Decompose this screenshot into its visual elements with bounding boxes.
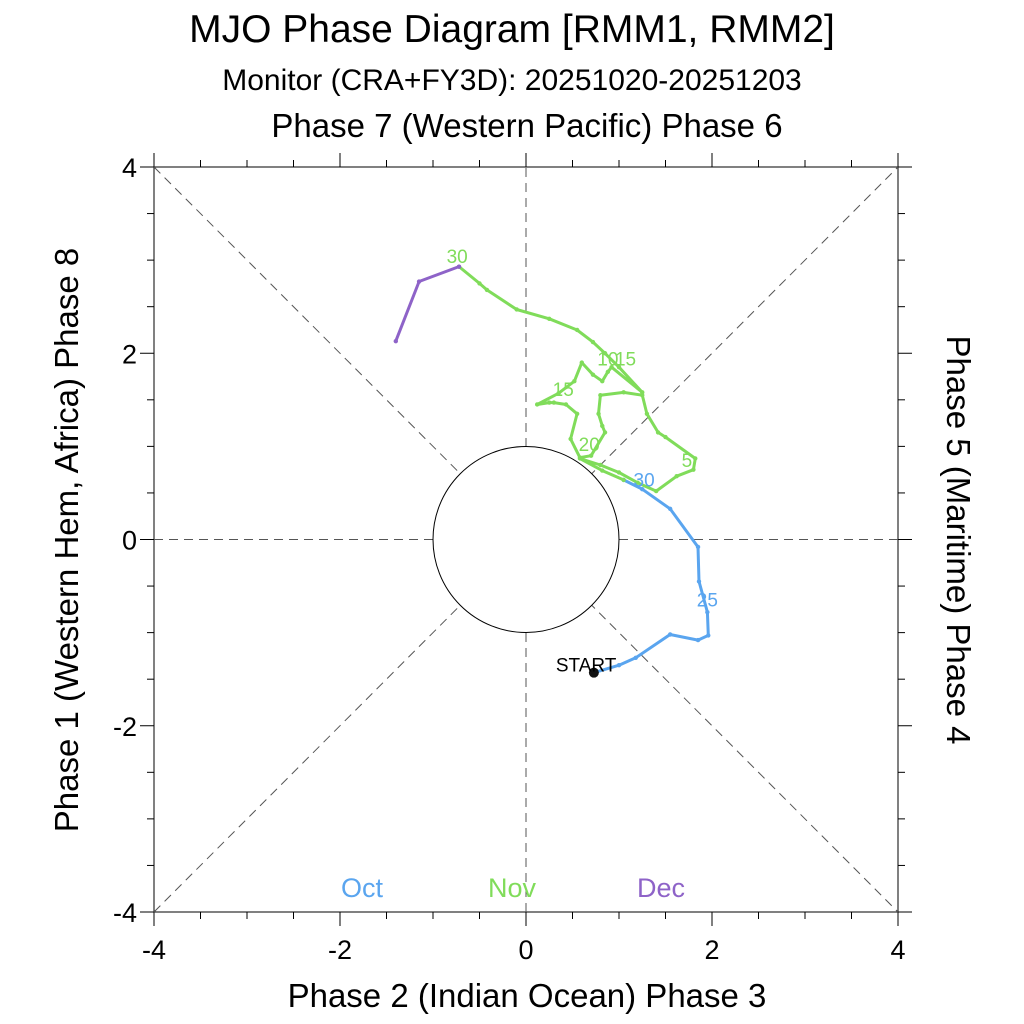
day-label: 25 bbox=[697, 591, 718, 612]
legend-oct: Oct bbox=[341, 873, 384, 903]
right-phase-label: Phase 5 (Maritime) Phase 4 bbox=[940, 335, 977, 744]
data-point bbox=[633, 655, 638, 660]
x-tick-label: 4 bbox=[890, 935, 905, 965]
data-point bbox=[605, 369, 611, 375]
data-point bbox=[393, 338, 398, 344]
y-tick-label: 4 bbox=[122, 153, 137, 183]
data-point bbox=[616, 365, 622, 370]
data-point bbox=[484, 287, 490, 293]
day-label: 10 bbox=[597, 349, 618, 370]
data-point bbox=[590, 339, 596, 345]
data-point bbox=[695, 544, 701, 550]
y-tick-label: 0 bbox=[122, 526, 137, 556]
data-point bbox=[693, 456, 698, 461]
axis-ticks bbox=[140, 153, 912, 926]
chart-title: MJO Phase Diagram [RMM1, RMM2] bbox=[189, 8, 835, 51]
tick-labels: -4 -2 0 2 4 -4 -2 0 2 4 bbox=[113, 153, 906, 965]
top-phase-label: Phase 7 (Western Pacific) Phase 6 bbox=[271, 107, 782, 144]
data-point bbox=[654, 488, 659, 494]
data-point bbox=[621, 390, 626, 395]
series-group bbox=[393, 264, 711, 675]
y-tick-label: -2 bbox=[113, 712, 137, 742]
day-label: 30 bbox=[447, 247, 468, 268]
data-point bbox=[667, 632, 673, 637]
unit-circle bbox=[432, 446, 620, 633]
data-point bbox=[456, 264, 462, 269]
data-point bbox=[577, 455, 583, 460]
data-point bbox=[596, 411, 601, 416]
data-point bbox=[616, 663, 622, 668]
data-point bbox=[563, 402, 569, 407]
start-label: START bbox=[556, 656, 617, 677]
data-point bbox=[547, 316, 552, 321]
legend-dec: Dec bbox=[637, 873, 685, 903]
data-point bbox=[706, 633, 711, 638]
data-point bbox=[588, 453, 594, 458]
data-point bbox=[696, 579, 702, 584]
x-tick-label: 2 bbox=[704, 935, 719, 965]
data-point bbox=[547, 400, 552, 405]
data-point bbox=[600, 468, 605, 473]
data-point bbox=[416, 279, 422, 284]
x-tick-label: -2 bbox=[328, 935, 352, 965]
data-point bbox=[616, 470, 622, 475]
data-point bbox=[514, 307, 519, 312]
data-point bbox=[574, 327, 580, 333]
data-point bbox=[590, 372, 596, 377]
start-marker-group: START bbox=[556, 656, 617, 678]
left-phase-label: Phase 1 (Western Hem, Africa) Phase 8 bbox=[48, 248, 85, 832]
data-point bbox=[579, 360, 584, 365]
data-point bbox=[572, 378, 577, 384]
data-point bbox=[600, 423, 605, 429]
data-point bbox=[477, 281, 482, 286]
data-point bbox=[568, 436, 573, 442]
data-point bbox=[691, 467, 696, 472]
data-point bbox=[640, 390, 645, 395]
data-point bbox=[635, 480, 640, 485]
data-point bbox=[602, 430, 608, 435]
y-tick-label: 2 bbox=[122, 339, 137, 369]
x-tick-label: -4 bbox=[142, 935, 166, 965]
series-line-nov bbox=[458, 265, 697, 493]
data-point bbox=[574, 411, 580, 416]
series-line-oct bbox=[593, 478, 710, 675]
day-label: 20 bbox=[579, 435, 600, 456]
data-point bbox=[534, 402, 540, 407]
day-label: 15 bbox=[553, 380, 574, 401]
bottom-phase-label: Phase 2 (Indian Ocean) Phase 3 bbox=[288, 977, 767, 1014]
month-legend: Oct Nov Dec bbox=[341, 873, 685, 903]
y-tick-label: -4 bbox=[113, 898, 137, 928]
data-point bbox=[674, 473, 679, 479]
data-point bbox=[663, 434, 668, 440]
day-label: 30 bbox=[634, 470, 655, 491]
data-point bbox=[644, 411, 650, 416]
data-point bbox=[602, 351, 608, 356]
day-label: 15 bbox=[615, 349, 636, 370]
data-point bbox=[609, 365, 614, 370]
data-point bbox=[556, 391, 561, 396]
day-label: 5 bbox=[682, 451, 693, 472]
data-point bbox=[598, 392, 603, 398]
x-tick-label: 0 bbox=[518, 935, 533, 965]
data-point bbox=[551, 400, 557, 405]
chart-subtitle: Monitor (CRA+FY3D): 20251020-20251203 bbox=[222, 64, 802, 97]
data-point bbox=[598, 462, 603, 468]
data-point bbox=[600, 378, 605, 384]
legend-nov: Nov bbox=[488, 873, 537, 903]
data-point bbox=[640, 487, 645, 492]
data-point bbox=[695, 637, 701, 643]
data-point bbox=[705, 609, 710, 615]
start-marker bbox=[588, 667, 599, 678]
data-point bbox=[667, 506, 673, 511]
data-point bbox=[621, 477, 626, 483]
series-line-dec bbox=[394, 265, 460, 342]
data-point bbox=[655, 430, 661, 435]
